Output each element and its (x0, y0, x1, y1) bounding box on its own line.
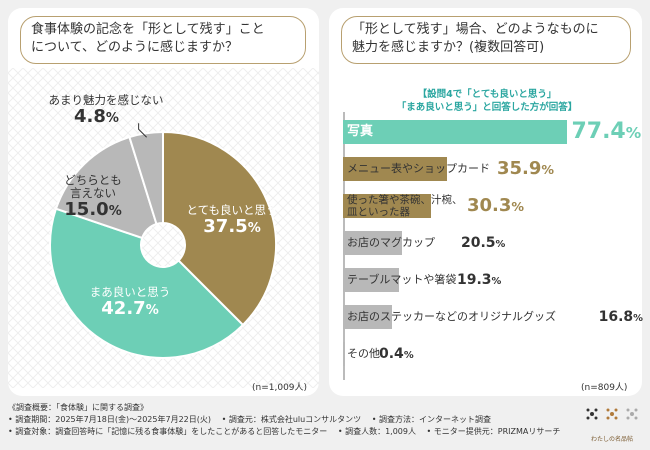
pie-label-text: どちらとも (64, 173, 122, 187)
bar-2 (343, 157, 448, 181)
survey-method: • 調査方法：インターネット調査 (371, 415, 491, 424)
pie-value: 42.7% (101, 298, 159, 320)
footer-row-2: • 調査対象：調査回答時に「記憶に残る食事体験」をしたことがあると回答したモニタ… (8, 426, 568, 438)
left-panel: 食事体験の記念を「形として残す」こと について、どのように感じますか？ とても良… (8, 8, 319, 396)
bar-label: テーブルマットや箸袋 (347, 268, 456, 292)
bar-label-line: お店のステッカーなどのオリジナルグッズ (347, 310, 556, 323)
pie-label-3: どちらとも 言えない 15.0% (52, 173, 134, 221)
left-question-box: 食事体験の記念を「形として残す」こと について、どのように感じますか？ (20, 16, 306, 64)
bar-label: その他 (347, 342, 380, 366)
bar-row: 使った箸や茶碗、汁椀、 皿といった器 30.3% (343, 194, 635, 218)
bar-value: 20.5% (461, 235, 506, 251)
pie-value: 37.5% (203, 216, 261, 238)
pie-label-2: まあ良いと思う 42.7% (74, 285, 186, 320)
right-panel: 「形として残す」場合、どのようなものに 魅力を感じますか？(複数回答可) 【設問… (329, 8, 643, 396)
pie-label-text: あまり魅力を感じない (48, 93, 164, 107)
bar-3 (343, 194, 431, 218)
right-question-line-2: 魅力を感じますか？(複数回答可) (352, 40, 545, 55)
bar-label: 使った箸や茶碗、汁椀、 皿といった器 (347, 194, 463, 218)
bar-4 (343, 231, 403, 255)
bar-value: 77.4% (571, 119, 642, 144)
pie-label-text: とても良いと思う (186, 203, 278, 217)
bar-label-line: 写真 (347, 124, 374, 139)
right-question-line-1: 「形として残す」場合、どのようなものに (352, 22, 599, 37)
bar-7 (343, 342, 345, 366)
bar-row: お店のステッカーなどのオリジナルグッズ 16.8% (343, 305, 643, 329)
pie-slice-1 (162, 130, 277, 327)
survey-period: • 調査期間：2025年7月18日(金)～2025年7月22日(火) (8, 415, 212, 424)
bar-value: 16.8% (598, 309, 643, 325)
bar-label-line: テーブルマットや箸袋 (347, 273, 457, 286)
footer-title: 《調査概要：「食体験」に関する調査》 (8, 403, 148, 412)
bar-label-line: 使った箸や茶碗、汁椀、 (347, 194, 463, 206)
pie-slice-3 (54, 135, 158, 240)
bar-label: お店のステッカーなどのオリジナルグッズ (347, 305, 556, 329)
brand-flower-icon (586, 408, 638, 420)
footer-row-1: • 調査期間：2025年7月18日(金)～2025年7月22日(火) • 調査元… (8, 414, 568, 426)
bar-row: 写真 77.4% (343, 119, 641, 144)
bar-label-line: 皿といった器 (347, 206, 410, 218)
bar-label: 写真 (347, 120, 373, 144)
bar-row: テーブルマットや箸袋 19.3% (343, 268, 635, 292)
bar-1 (343, 120, 568, 144)
pie-label-text: 言えない (70, 186, 116, 201)
survey-source: • 調査元：株式会社uluコンサルタンツ (221, 415, 362, 424)
bar-label-line: その他 (347, 347, 380, 360)
left-question-line-1: 食事体験の記念を「形として残す」こと (31, 22, 265, 37)
pie-slice-4 (128, 130, 164, 226)
respondent-note-line-1: 【設問4で「とても良いと思う」 (417, 89, 557, 100)
bar-row: お店のマグカップ 20.5% (343, 231, 635, 255)
pie-value: 15.0% (64, 199, 122, 221)
left-question-line-2: について、どのように感じますか？ (31, 40, 238, 55)
brand-logo: わたしの名品帖 (580, 402, 644, 446)
survey-target: • 調査対象：調査回答時に「記憶に残る食事体験」をしたことがあると回答したモニタ… (8, 427, 328, 436)
left-n-label: (n=1,009人) (252, 383, 308, 393)
bar-5 (343, 268, 399, 292)
pie-value: 4.8% (74, 106, 119, 128)
pie-slice-2 (49, 207, 245, 359)
bar-value: 19.3% (457, 272, 502, 288)
bar-label-line: メニュー表やショップカード (347, 162, 490, 175)
pie-label-4: あまり魅力を感じない 4.8% (38, 93, 174, 128)
bar-value: 30.3% (467, 195, 525, 216)
pie-chart (8, 68, 319, 388)
survey-provider: • モニター提供元：PRIZMAリサーチ (426, 427, 561, 436)
bar-row: その他 0.4% (343, 342, 635, 366)
bar-row: メニュー表やショップカード 35.9% (343, 157, 635, 181)
survey-footer: 《調査概要：「食体験」に関する調査》 • 調査期間：2025年7月18日(金)～… (8, 402, 568, 438)
bar-label: メニュー表やショップカード (347, 157, 490, 181)
brand-name: わたしの名品帖 (590, 436, 633, 443)
pie-label-1: とても良いと思う 37.5% (176, 203, 288, 238)
bar-6 (343, 305, 392, 329)
right-question-box: 「形として残す」場合、どのようなものに 魅力を感じますか？(複数回答可) (341, 16, 631, 64)
bar-value: 35.9% (497, 158, 555, 179)
pie-label-text: まあ良いと思う (89, 285, 171, 299)
bar-value: 0.4% (379, 346, 414, 362)
respondent-note-line-2: 「まあ良いと思う」と回答した方が回答】 (396, 102, 578, 113)
respondent-note: 【設問4で「とても良いと思う」 「まあ良いと思う」と回答した方が回答】 (341, 88, 633, 114)
right-n-label: (n=809人) (581, 383, 628, 393)
bar-label: お店のマグカップ (347, 231, 435, 255)
pie-leader-line (138, 123, 147, 138)
survey-count: • 調査人数：1,009人 (337, 427, 416, 436)
bar-label-line: お店のマグカップ (347, 236, 435, 249)
